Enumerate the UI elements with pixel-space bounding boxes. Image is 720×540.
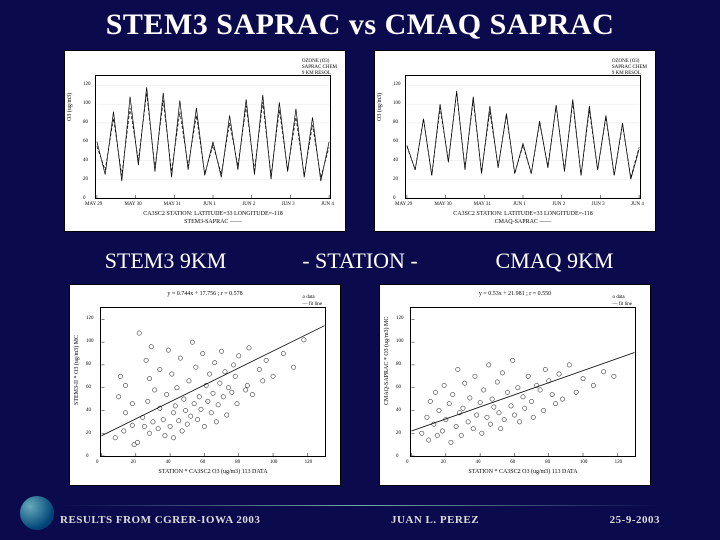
mid-label-row: STEM3 9KM - STATION - CMAQ 9KM <box>0 248 720 274</box>
footer-right: 25-9-2003 <box>610 514 660 526</box>
timeseries-stem3: OZONE (O3)SAPRAC CHEM9 KM RESOL 02040608… <box>64 50 346 232</box>
scatter-row: y = 0.744x + 17.756 ; r = 0.578 o data— … <box>0 284 720 486</box>
sc1-plotarea <box>100 307 326 457</box>
footer-left: RESULTS FROM CGRER-IOWA 2003 <box>60 514 260 526</box>
footer-center: JUAN L. PEREZ <box>391 514 479 526</box>
scatter-cmaq: y = 0.53x + 21.981 ; r = 0.550 o data— f… <box>379 284 651 486</box>
footer-rule <box>60 505 660 506</box>
timeseries-cmaq: OZONE (O3)SAPRAC CHEM9 KM RESOL 02040608… <box>374 50 656 232</box>
sc1-title: y = 0.744x + 17.756 ; r = 0.578 <box>70 291 340 297</box>
ts1-plotarea <box>95 75 331 199</box>
ts2-plotarea <box>405 75 641 199</box>
sc1-svg <box>101 308 325 456</box>
footer: RESULTS FROM CGRER-IOWA 2003 JUAN L. PER… <box>0 514 720 526</box>
slide-root: STEM3 SAPRAC vs CMAQ SAPRAC OZONE (O3)SA… <box>0 0 720 540</box>
mid-left: STEM3 9KM <box>66 248 266 274</box>
sc2-svg <box>411 308 635 456</box>
mid-right: CMAQ 9KM <box>455 248 655 274</box>
ts2-svg <box>406 76 640 198</box>
scatter-stem3: y = 0.744x + 17.756 ; r = 0.578 o data— … <box>69 284 341 486</box>
sc2-title: y = 0.53x + 21.981 ; r = 0.550 <box>380 291 650 297</box>
sc2-plotarea <box>410 307 636 457</box>
timeseries-row: OZONE (O3)SAPRAC CHEM9 KM RESOL 02040608… <box>0 50 720 232</box>
slide-title: STEM3 SAPRAC vs CMAQ SAPRAC <box>0 0 720 42</box>
ts1-svg <box>96 76 330 198</box>
mid-center: - STATION - <box>285 248 435 274</box>
